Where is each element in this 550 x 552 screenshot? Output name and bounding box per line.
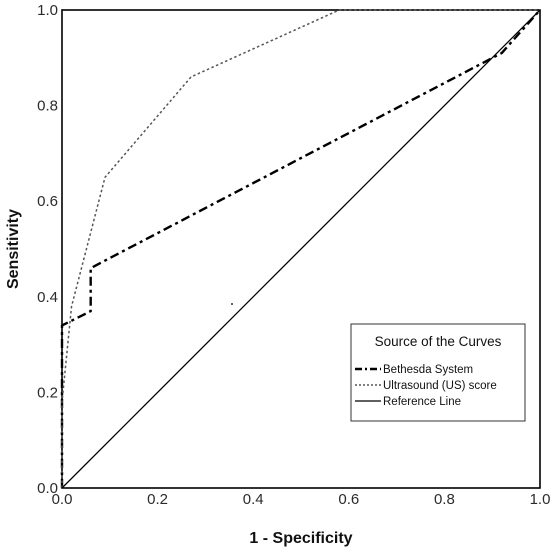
plot-frame	[61, 9, 541, 489]
tick-layer: 0.0 0.2 0.4 0.6 0.8 1.0 0.0 0.2 0.4 0.6 0.8 1.0	[37, 2, 550, 508]
y-axis-title: Sensitivity	[5, 209, 22, 289]
y-tick-label: 1.0	[37, 2, 58, 19]
y-tick-label: 0.2	[37, 384, 58, 401]
x-axis-title: 1 - Specificity	[249, 530, 352, 547]
y-tick-label: 0.4	[37, 289, 58, 306]
x-tick-label: 0.0	[52, 491, 73, 508]
x-tick-label: 0.4	[243, 491, 264, 508]
x-tick-label: 0.6	[338, 491, 359, 508]
legend-box	[350, 323, 526, 422]
y-tick-label: 0.6	[37, 193, 58, 210]
legend-entry-bethesda: Bethesda System	[383, 364, 473, 376]
y-tick-label: 0.8	[37, 98, 58, 115]
y-tick-label: 0.0	[37, 480, 58, 497]
stray-dot	[231, 303, 233, 305]
x-tick-label: 1.0	[530, 491, 550, 508]
series-line-bethesda-system	[60, 9, 541, 488]
legend-title: Source of the Curves	[375, 334, 502, 349]
x-tick-label: 0.8	[434, 491, 455, 508]
x-tick-label: 0.2	[147, 491, 168, 508]
legend-entry-ultrasound: Ultrasound (US) score	[383, 380, 497, 392]
series-line-ultrasound-us-score	[61, 9, 540, 488]
series-line-reference-line	[61, 9, 541, 489]
legend-entry-reference: Reference Line	[383, 396, 461, 408]
legend: Source of the Curves Bethesda System Ult…	[350, 323, 526, 422]
series-layer	[60, 9, 541, 489]
